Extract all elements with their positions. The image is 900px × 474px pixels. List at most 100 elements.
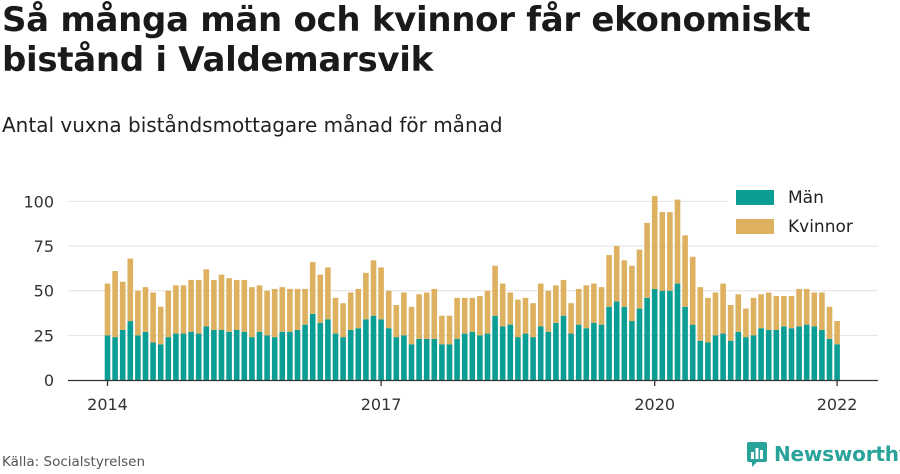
- bar-women: [781, 296, 787, 327]
- bar-men: [385, 328, 392, 380]
- bar-men: [127, 321, 134, 380]
- bar-women: [591, 283, 597, 323]
- bar-women: [104, 283, 111, 336]
- bar-men: [477, 335, 483, 380]
- bar-women: [363, 272, 369, 320]
- bar-men: [826, 338, 833, 380]
- bar-men: [659, 290, 666, 380]
- bar-women: [142, 287, 149, 332]
- bar-women: [165, 290, 172, 338]
- bar-men: [598, 324, 605, 380]
- bar-women: [150, 292, 156, 343]
- newsworthy-logo-icon: [747, 442, 767, 467]
- legend-label-women: Kvinnor: [788, 217, 853, 237]
- bar-men: [621, 306, 628, 380]
- bar-men: [355, 328, 362, 380]
- bar-women: [203, 269, 210, 327]
- bar-women: [195, 279, 202, 334]
- bar-men: [347, 329, 354, 380]
- legend-swatch-men: [736, 190, 774, 205]
- bar-men: [484, 333, 491, 380]
- bar-men: [644, 297, 650, 380]
- y-tick-label: 25: [34, 326, 54, 345]
- bar-women: [583, 285, 590, 329]
- bar-women: [598, 287, 605, 325]
- bar-men: [469, 331, 476, 380]
- bar-women: [560, 279, 567, 316]
- bar-women: [674, 199, 681, 284]
- bar-women: [522, 297, 529, 334]
- bar-men: [431, 338, 438, 380]
- bar-women: [454, 297, 460, 339]
- bar-men: [743, 337, 749, 380]
- bar-men: [629, 321, 635, 380]
- bar-men: [454, 338, 460, 380]
- bar-men: [765, 329, 772, 380]
- bar-women: [834, 321, 840, 345]
- bar-men: [674, 283, 681, 380]
- bar-women: [606, 254, 612, 307]
- bar-men: [188, 331, 194, 380]
- bar-women: [826, 306, 833, 339]
- bar-men: [142, 331, 149, 380]
- x-tick-label: 2020: [634, 395, 675, 414]
- y-tick-label: 75: [34, 237, 54, 256]
- bar-men: [423, 338, 430, 380]
- bar-men: [165, 337, 172, 380]
- bar-women: [256, 285, 263, 332]
- bar-women: [112, 271, 118, 338]
- x-tick-label: 2017: [361, 395, 402, 414]
- bar-men: [233, 329, 240, 380]
- bar-women: [271, 288, 278, 338]
- bar-women: [446, 315, 453, 345]
- bar-women: [697, 287, 704, 341]
- bar-men: [150, 342, 156, 380]
- bar-men: [119, 329, 126, 380]
- bar-series: [104, 196, 840, 380]
- y-tick-label: 100: [23, 192, 54, 211]
- bar-men: [773, 329, 780, 380]
- bar-women: [484, 290, 491, 334]
- bar-men: [720, 333, 726, 380]
- bar-women: [629, 265, 635, 322]
- bar-women: [773, 296, 780, 330]
- bar-men: [211, 329, 217, 380]
- bar-men: [834, 344, 840, 380]
- bar-women: [302, 288, 308, 325]
- bar-men: [135, 335, 141, 380]
- bar-women: [119, 281, 126, 330]
- bar-men: [218, 329, 225, 380]
- bar-men: [309, 313, 316, 380]
- bar-women: [727, 304, 734, 341]
- bar-women: [499, 283, 506, 327]
- bar-men: [636, 308, 643, 380]
- bar-women: [553, 285, 559, 323]
- bar-men: [606, 306, 612, 380]
- brand-logo: Newsworthy: [746, 440, 900, 468]
- y-tick-label: 50: [34, 282, 54, 301]
- bar-women: [355, 288, 362, 329]
- bar-women: [347, 292, 354, 330]
- bar-women: [135, 290, 141, 336]
- bar-women: [279, 287, 286, 332]
- bar-men: [195, 333, 202, 380]
- bar-women: [720, 283, 726, 334]
- bar-women: [735, 294, 742, 332]
- bar-men: [796, 326, 802, 380]
- bar-men: [317, 322, 324, 380]
- bar-men: [530, 337, 536, 380]
- bar-women: [431, 288, 438, 339]
- bar-women: [811, 292, 818, 327]
- bar-men: [583, 328, 590, 380]
- bar-men: [591, 322, 597, 380]
- bar-women: [393, 304, 400, 338]
- bar-men: [492, 315, 498, 380]
- bar-women: [309, 262, 316, 314]
- bar-men: [104, 335, 111, 380]
- bar-men: [446, 344, 453, 380]
- bar-men: [416, 338, 422, 380]
- bar-women: [439, 315, 445, 345]
- bar-women: [423, 292, 430, 339]
- bar-women: [264, 290, 270, 336]
